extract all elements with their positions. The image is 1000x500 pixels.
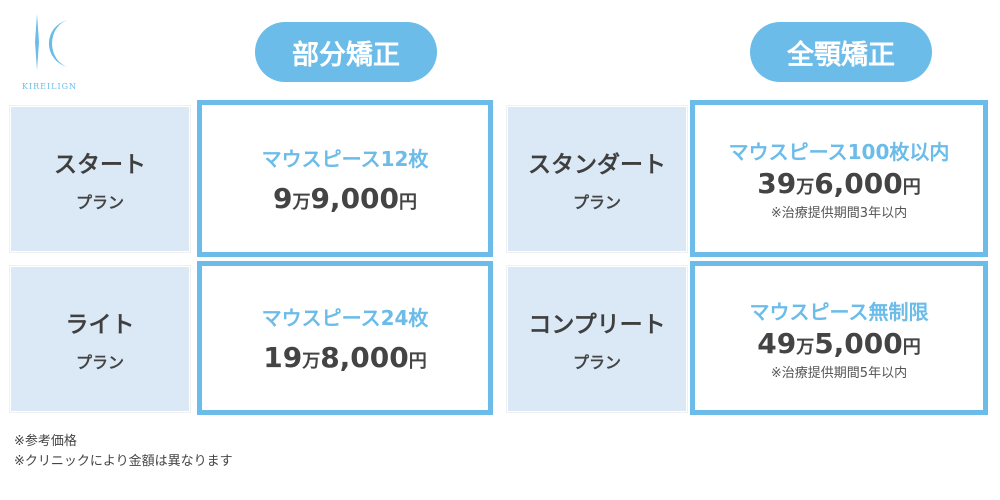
plan-label-light: ライト プラン [9,265,191,413]
plan-name: スタンダート [528,152,666,178]
price: 19万8,000円 [263,341,427,374]
footnote-reference-price: ※参考価格 [14,434,77,449]
footnote-clinic-varies: ※クリニックにより金額は異なります [14,454,233,469]
plan-name: ライト [65,312,135,338]
price: 49万5,000円 [757,326,921,360]
plan-label-complete: コンプリート プラン [506,265,688,413]
plan-price-start: マウスピース12枚 9万9,000円 [197,100,493,257]
plan-suffix: プラン [75,353,124,372]
plan-name: コンプリート [528,312,666,338]
header-partial-orthodontics: 部分矯正 [255,22,437,82]
price: 39万6,000円 [757,167,921,200]
logo-text: KIREILIGN [22,82,78,91]
logo-mark-icon [35,14,68,70]
plan-price-complete: マウスピース無制限 49万5,000円 ※治療提供期間5年以内 [690,261,988,415]
plan-suffix: プラン [572,353,621,372]
plan-suffix: プラン [572,193,621,212]
logo: KIREILIGN [22,12,82,92]
period-note: ※治療提供期間5年以内 [770,365,908,381]
plan-label-standard: スタンダート プラン [506,105,688,253]
period-note: ※治療提供期間3年以内 [770,206,908,221]
plan-price-standard: マウスピース100枚以内 39万6,000円 ※治療提供期間3年以内 [690,100,988,257]
pieces-text: マウスピース12枚 [261,146,429,171]
pieces-text: マウスピース無制限 [749,299,929,324]
pieces-text: マウスピース100枚以内 [728,140,950,164]
plan-suffix: プラン [75,193,124,212]
header-full-orthodontics: 全顎矯正 [750,22,932,82]
plan-price-light: マウスピース24枚 19万8,000円 [197,261,493,415]
price: 9万9,000円 [272,181,418,215]
pieces-text: マウスピース24枚 [261,306,429,330]
plan-label-start: スタート プラン [9,105,191,253]
plan-name: スタート [54,152,146,178]
